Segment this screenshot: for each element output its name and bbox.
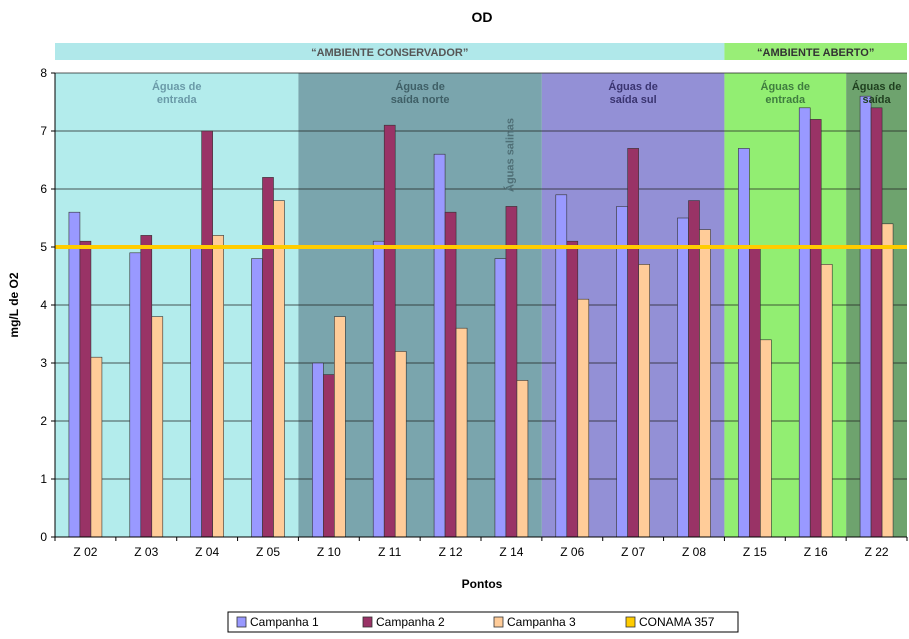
region-label-1-line-0: Águas de [395, 80, 445, 93]
legend-swatch-4 [625, 616, 636, 628]
x-tick-label-Z02: Z 02 [73, 545, 97, 559]
y-tick-label-7: 7 [40, 124, 47, 138]
y-tick-label-3: 3 [40, 356, 47, 370]
bar-Z04-s3 [212, 235, 224, 538]
x-tick-label-Z06: Z 06 [560, 545, 584, 559]
y-tick-label-5: 5 [40, 240, 47, 254]
bar-Z16-s1 [798, 107, 811, 538]
region-label-0-line-0: Águas de [152, 80, 202, 93]
bar-Z10-s1 [312, 362, 324, 538]
bar-Z12-s1 [433, 153, 446, 538]
bar-Z08-s2 [688, 200, 700, 538]
x-tick-label-Z16: Z 16 [804, 545, 828, 559]
environment-label-1: “AMBIENTE ABERTO” [757, 47, 874, 59]
axes [51, 72, 908, 541]
bar-Z02-s1 [68, 211, 81, 538]
bar-Z07-s2 [627, 148, 639, 538]
x-tick-label-Z07: Z 07 [621, 545, 645, 559]
legend-swatch-2 [362, 616, 373, 628]
bar-Z11-s2 [383, 124, 396, 538]
x-tick-label-Z10: Z 10 [317, 545, 341, 559]
y-tick-label-2: 2 [40, 414, 47, 428]
bar-Z11-s3 [394, 351, 407, 538]
bar-Z22-s3 [881, 223, 894, 538]
y-tick-label-8: 8 [40, 66, 47, 80]
bar-Z14-s1 [494, 258, 507, 538]
y-tick-label-0: 0 [40, 530, 47, 544]
bar-Z02-s3 [90, 356, 103, 538]
bar-Z07-s1 [616, 206, 628, 538]
bar-Z05-s3 [273, 200, 285, 538]
legend-label-3: Campanha 3 [507, 615, 576, 629]
x-tick-label-Z15: Z 15 [743, 545, 767, 559]
bar-Z05-s2 [262, 177, 274, 538]
bar-Z03-s1 [129, 252, 142, 538]
bar-Z08-s1 [677, 217, 689, 538]
region-label-0-line-1: entrada [157, 94, 198, 106]
x-tick-label-Z11: Z 11 [378, 545, 401, 559]
x-tick-label-Z03: Z 03 [134, 545, 158, 559]
bar-Z15-s3 [760, 339, 772, 538]
bar-Z15-s1 [738, 148, 750, 538]
bar-Z10-s3 [334, 316, 346, 538]
legend-label-2: Campanha 2 [376, 615, 445, 629]
legend-box [227, 611, 739, 633]
environment-band-0 [55, 43, 725, 60]
environment-band-1 [724, 43, 907, 60]
x-axis-label: Pontos [462, 577, 503, 591]
legend-label-4: CONAMA 357 [639, 615, 715, 629]
bar-Z06-s2 [566, 240, 579, 538]
bar-Z04-s1 [190, 246, 202, 538]
bar-Z12-s3 [455, 327, 468, 538]
environment-label-0: “AMBIENTE CONSERVADOR” [311, 47, 468, 59]
region-label-1-line-1: saída norte [391, 94, 450, 106]
x-tick-label-Z04: Z 04 [195, 545, 219, 559]
bar-Z08-s3 [699, 229, 711, 538]
bar-Z02-s2 [79, 240, 92, 538]
bar-Z22-s1 [859, 95, 872, 538]
bar-Z22-s2 [870, 107, 883, 538]
x-tick-label-Z12: Z 12 [439, 545, 463, 559]
region-label-3-line-1: entrada [765, 94, 806, 106]
legend: Campanha 1 Campanha 2 Campanha 3 CONAMA 357 [227, 611, 739, 633]
bar-Z07-s3 [638, 264, 650, 538]
bar-Z16-s3 [820, 264, 833, 538]
bar-Z06-s3 [577, 298, 590, 538]
bar-Z10-s2 [323, 374, 335, 538]
environment-bands: “AMBIENTE CONSERVADOR” “AMBIENTE ABERTO” [55, 43, 907, 60]
chart-title: OD [472, 9, 493, 25]
y-tick-label-6: 6 [40, 182, 47, 196]
bar-Z14-s3 [516, 380, 529, 538]
region-label-4-line-1: saída [863, 94, 892, 106]
x-tick-labels: Z 02 Z 03 Z 04 Z 05 Z 10 Z 11 Z 12 Z 14 Z 06 Z 07… [73, 545, 888, 559]
bar-Z04-s2 [201, 130, 213, 538]
x-tick-label-Z05: Z 05 [256, 545, 280, 559]
y-tick-label-1: 1 [40, 472, 47, 486]
bar-Z14-s2 [505, 206, 518, 538]
bar-Z16-s2 [809, 119, 822, 538]
bar-Z15-s2 [749, 246, 761, 538]
x-tick-label-Z22: Z 22 [865, 545, 889, 559]
bar-Z12-s2 [444, 211, 457, 538]
x-tick-label-Z08: Z 08 [682, 545, 706, 559]
y-tick-label-4: 4 [40, 298, 47, 312]
region-label-2-line-0: Águas de [608, 80, 658, 93]
region-label-4-line-0: Águas de [852, 80, 902, 93]
legend-label-1: Campanha 1 [250, 615, 319, 629]
annotation-aguas-salinas: Águas salinas [503, 118, 516, 192]
y-tick-labels: 0 1 2 3 4 5 6 7 8 [40, 66, 47, 544]
legend-swatch-1 [236, 616, 247, 628]
region-label-3-line-0: Águas de [761, 80, 811, 93]
bar-Z11-s1 [372, 240, 385, 538]
bars [68, 95, 894, 538]
region-label-2-line-1: saída sul [610, 94, 657, 106]
x-tick-label-Z14: Z 14 [499, 545, 523, 559]
y-axis-label: mg/L de O2 [7, 272, 21, 337]
bar-Z03-s3 [151, 316, 164, 538]
bar-Z03-s2 [140, 235, 153, 538]
legend-swatch-3 [493, 616, 504, 628]
bar-Z05-s1 [251, 258, 263, 538]
